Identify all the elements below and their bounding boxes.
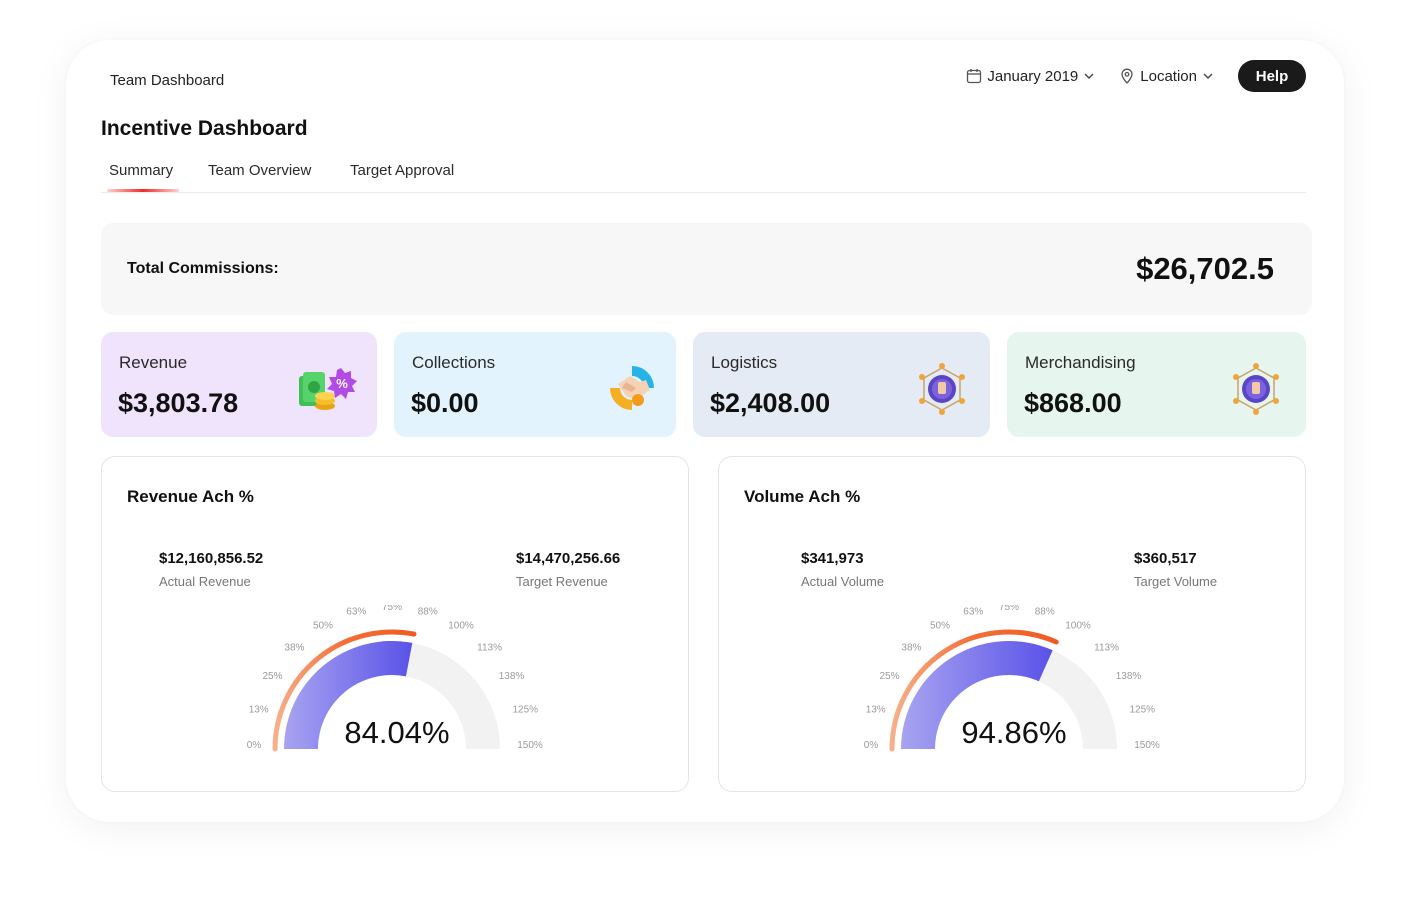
kpi-card-revenue[interactable]: Revenue $3,803.78 % xyxy=(101,332,377,437)
date-filter-label: January 2019 xyxy=(987,67,1079,85)
breadcrumb[interactable]: Team Dashboard xyxy=(110,72,225,89)
svg-text:%: % xyxy=(336,376,348,391)
gauge-tick-label: 125% xyxy=(513,704,539,715)
money-percent-icon: % xyxy=(297,362,357,414)
location-filter-label: Location xyxy=(1140,67,1197,85)
kpi-label: Logistics xyxy=(711,353,778,372)
location-pin-icon xyxy=(1119,68,1135,84)
gauge-tick-label: 88% xyxy=(418,607,438,618)
chevron-down-icon xyxy=(1202,70,1214,82)
total-commissions-value: $26,702.5 xyxy=(1136,251,1274,286)
volume-gauge: 0% 13% 25% 38% 50% 63% 75% 88% 100%113% 138% 125% 1… xyxy=(864,605,1160,752)
network-globe-icon xyxy=(1228,362,1286,415)
target-label: Target Revenue xyxy=(516,574,608,589)
gauge-tick-label: 125% xyxy=(1130,704,1156,715)
kpi-label: Collections xyxy=(412,353,496,372)
kpi-label: Revenue xyxy=(119,353,188,372)
gauge-tick-label: 63% xyxy=(963,607,983,618)
tab-team-overview[interactable]: Team Overview xyxy=(208,162,312,179)
gauge-tick-label: 0% xyxy=(864,740,879,751)
gauge-tick-label: 50% xyxy=(313,620,333,631)
gauge-tick-label: 0% xyxy=(247,740,262,751)
gauge-tick-label: 75% xyxy=(999,605,1019,613)
kpi-value: $0.00 xyxy=(411,388,479,418)
target-value: $14,470,256.66 xyxy=(516,550,621,567)
help-button[interactable]: Help xyxy=(1238,60,1306,92)
network-globe-icon xyxy=(914,362,972,415)
kpi-label: Merchandising xyxy=(1025,353,1136,372)
gauge-fill xyxy=(901,641,1053,749)
tab-bar: Summary Team Overview Target Approval xyxy=(101,160,1306,193)
gauge-title: Volume Ach % xyxy=(744,487,861,506)
actual-value: $341,973 xyxy=(801,550,864,567)
kpi-card-logistics[interactable]: Logistics $2,408.00 xyxy=(693,332,990,437)
gauge-tick-label: 38% xyxy=(284,642,304,653)
gauge-tick-label: 63% xyxy=(346,607,366,618)
tab-summary[interactable]: Summary xyxy=(106,162,180,192)
gauge-tick-label: 100% xyxy=(448,620,474,631)
gauge-tick-label: 50% xyxy=(930,620,950,631)
gauge-tick-label: 100% xyxy=(1065,620,1091,631)
handshake-icon xyxy=(606,362,664,414)
gauge-tick-label: 13% xyxy=(249,704,269,715)
gauge-fill xyxy=(284,641,413,749)
total-commissions-label: Total Commissions: xyxy=(127,260,279,277)
gauge-tick-label: 88% xyxy=(1035,607,1055,618)
gauge-tick-label: 25% xyxy=(262,671,282,682)
target-label: Target Volume xyxy=(1134,574,1218,589)
actual-label: Actual Volume xyxy=(801,574,885,589)
gauge-tick-label: 113% xyxy=(477,642,502,653)
gauge-progress-arc xyxy=(889,629,1059,752)
gauge-tick-label: 150% xyxy=(1134,740,1160,751)
gauge-percent-value: 84.04% xyxy=(344,715,449,750)
page-title: Incentive Dashboard xyxy=(101,117,308,140)
calendar-icon xyxy=(966,68,982,84)
chevron-down-icon xyxy=(1083,70,1095,82)
gauge-tick-label: 13% xyxy=(866,704,886,715)
revenue-gauge: 0% 13% 25% 38% 50% 63% 75% 88% 100%113% 138% 125% 1… xyxy=(247,605,543,752)
kpi-value: $2,408.00 xyxy=(710,388,831,418)
gauge-tick-label: 113% xyxy=(1094,642,1119,653)
volume-achievement-card: Volume Ach % $341,973 Actual Volume $360… xyxy=(718,456,1306,792)
gauge-progress-arc xyxy=(272,629,417,752)
gauge-title: Revenue Ach % xyxy=(127,487,254,506)
gauge-tick-label: 38% xyxy=(901,642,921,653)
gauge-percent-value: 94.86% xyxy=(961,715,1066,750)
tab-target-approval[interactable]: Target Approval xyxy=(350,162,455,179)
target-value: $360,517 xyxy=(1134,550,1197,567)
revenue-achievement-card: Revenue Ach % $12,160,856.52 Actual Reve… xyxy=(101,456,689,792)
actual-value: $12,160,856.52 xyxy=(159,550,264,567)
kpi-value: $868.00 xyxy=(1024,388,1122,418)
gauge-tick-label: 25% xyxy=(879,671,899,682)
gauge-tick-label: 75% xyxy=(382,605,402,613)
gauge-tick-label: 150% xyxy=(517,740,543,751)
top-controls: January 2019 Location Help xyxy=(966,60,1306,92)
actual-label: Actual Revenue xyxy=(159,574,251,589)
kpi-value: $3,803.78 xyxy=(118,388,239,418)
location-filter[interactable]: Location xyxy=(1119,68,1214,85)
total-commissions-card: Total Commissions: $26,702.5 xyxy=(101,223,1312,315)
kpi-card-merchandising[interactable]: Merchandising $868.00 xyxy=(1007,332,1306,437)
kpi-card-collections[interactable]: Collections $0.00 xyxy=(394,332,676,437)
gauge-tick-label: 138% xyxy=(499,671,525,682)
date-filter[interactable]: January 2019 xyxy=(966,68,1095,85)
gauge-tick-label: 138% xyxy=(1116,671,1142,682)
